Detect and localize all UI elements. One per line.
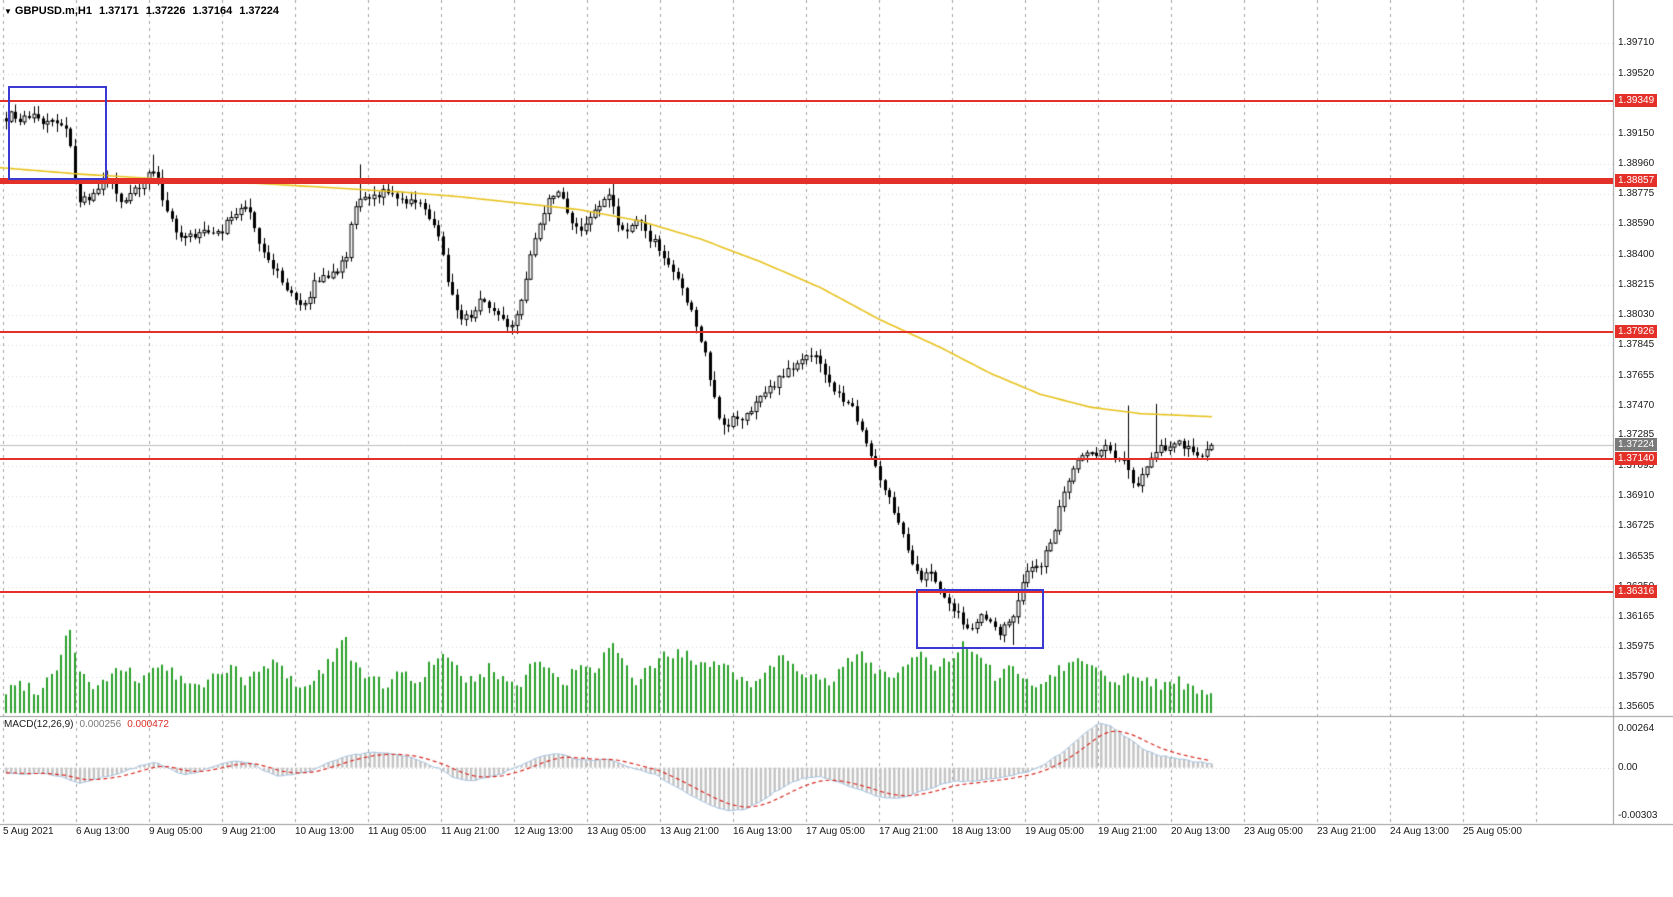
ohlc-low: 1.37164 bbox=[192, 5, 233, 17]
price-axis[interactable] bbox=[1613, 0, 1673, 824]
time-axis[interactable] bbox=[0, 824, 1613, 840]
macd-indicator-info: MACD(12,26,9) 0.000256 0.000472 bbox=[4, 719, 175, 730]
macd-label: MACD(12,26,9) bbox=[4, 719, 74, 730]
ohlc-high: 1.37226 bbox=[145, 5, 186, 17]
horizontal-level-line[interactable] bbox=[0, 178, 1613, 185]
macd-signal-value: 0.000472 bbox=[127, 719, 169, 730]
rectangle-annotation[interactable] bbox=[916, 589, 1044, 649]
symbol-title: GBPUSD.m,H1 bbox=[14, 5, 92, 17]
ohlc-close: 1.37224 bbox=[239, 5, 280, 17]
horizontal-level-line[interactable] bbox=[0, 100, 1613, 103]
symbol-dropdown-icon[interactable]: ▼ bbox=[4, 7, 12, 16]
symbol-info: ▼ GBPUSD.m,H1 1.37171 1.37226 1.37164 1.37224 bbox=[4, 5, 286, 17]
ohlc-open: 1.37171 bbox=[98, 5, 139, 17]
horizontal-level-line[interactable] bbox=[0, 457, 1613, 460]
macd-main-value: 0.000256 bbox=[79, 719, 122, 730]
horizontal-level-line[interactable] bbox=[0, 330, 1613, 333]
horizontal-level-line[interactable] bbox=[0, 591, 1613, 594]
rectangle-annotation[interactable] bbox=[8, 86, 107, 180]
